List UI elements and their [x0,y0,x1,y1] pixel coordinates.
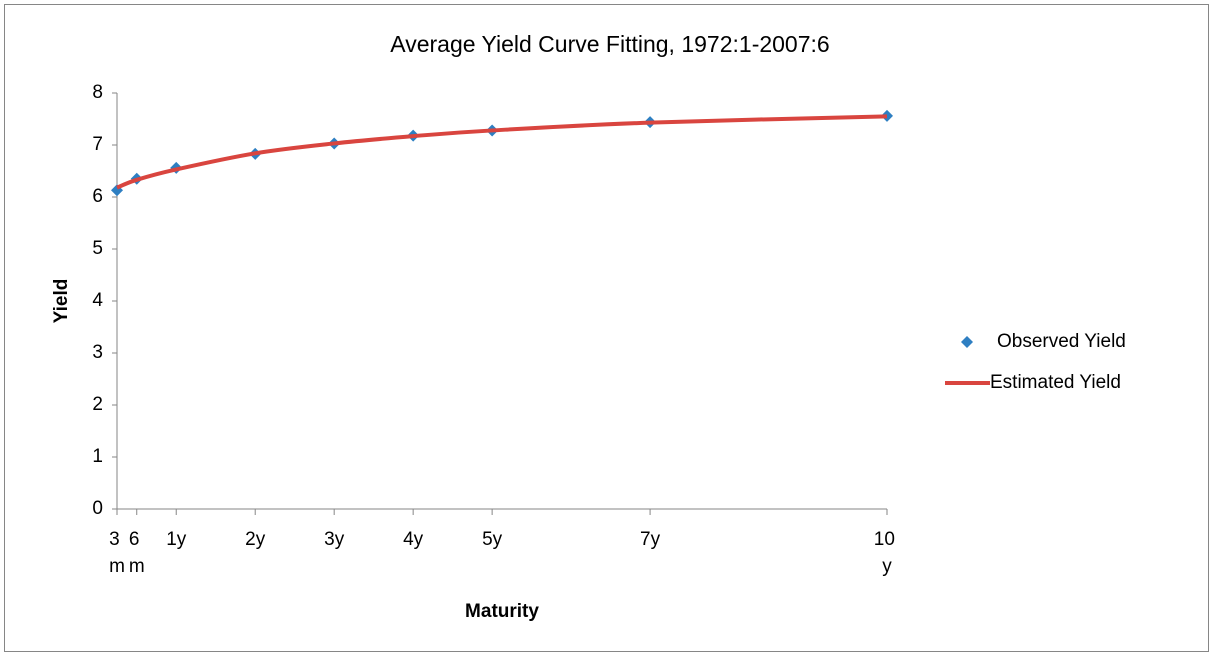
y-tick-label: 1 [92,446,103,467]
x-tick-label: 10 y [874,529,900,577]
y-tick-label: 5 [92,238,103,259]
x-axis-label: Maturity [465,601,539,622]
y-tick-label: 7 [92,134,103,155]
y-tick-label: 3 [92,342,103,363]
y-axis-label: Yield [51,279,72,324]
y-tick-label: 2 [92,394,103,415]
y-tick-label: 6 [92,186,103,207]
y-tick-label: 0 [92,498,103,519]
line-series [116,114,888,190]
x-tick-label: 3 m [109,529,125,577]
x-tick-label: 1y [166,529,187,550]
chart-title: Average Yield Curve Fitting, 1972:1-2007… [390,31,829,57]
legend-label: Estimated Yield [990,372,1121,393]
legend-label: Observed Yield [997,331,1126,352]
x-tick-label: 6 m [129,529,145,577]
x-tick-label: 2y [245,529,266,550]
x-tick-label: 5y [482,529,503,550]
chart-border [4,4,1209,652]
x-tick-label: 3y [324,529,345,550]
y-tick-label: 8 [92,82,103,103]
x-tick-label: 4y [403,529,424,550]
y-tick-label: 4 [92,290,103,311]
x-tick-label: 7y [640,529,661,550]
legend-marker [961,336,973,348]
marker [881,109,893,122]
